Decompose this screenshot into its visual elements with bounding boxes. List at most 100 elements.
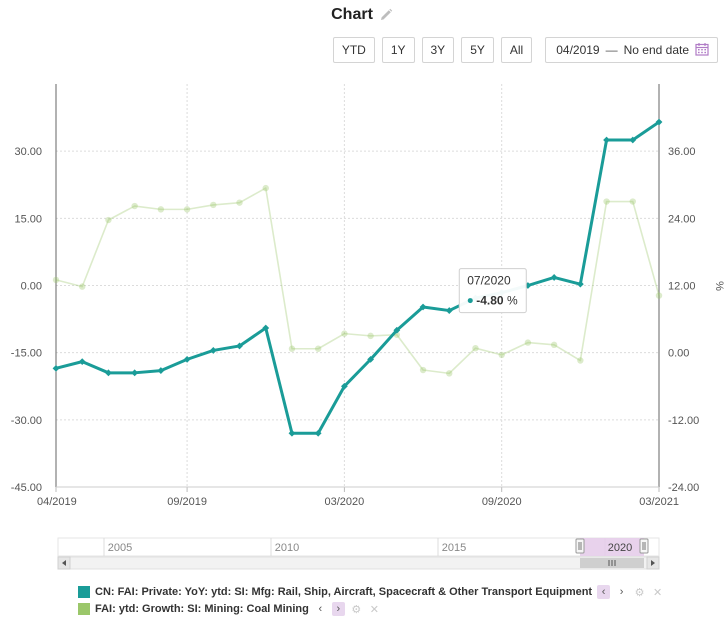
series-point-2 bbox=[79, 283, 86, 290]
x-tick-label: 09/2020 bbox=[482, 496, 522, 508]
legend-swatch-2 bbox=[78, 603, 90, 615]
y-left-tick-label: 30.00 bbox=[14, 146, 42, 158]
series-point-2 bbox=[341, 330, 348, 337]
series-point-2 bbox=[655, 292, 663, 299]
chart-title: Chart bbox=[331, 6, 373, 23]
series-point-1 bbox=[367, 355, 375, 363]
y-right-tick-label: -24.00 bbox=[668, 482, 699, 494]
series-point-1 bbox=[105, 369, 112, 377]
chevron-right-icon[interactable]: › bbox=[331, 602, 345, 616]
series-point-2 bbox=[288, 345, 296, 352]
series-point-2 bbox=[183, 206, 191, 213]
series-point-1 bbox=[236, 342, 243, 350]
tooltip-layer: 07/2020 -4.80 % bbox=[458, 268, 527, 314]
tooltip-marker bbox=[467, 298, 473, 304]
series-point-2 bbox=[577, 357, 584, 364]
series-point-2 bbox=[472, 344, 479, 352]
gear-icon[interactable]: ⚙ bbox=[634, 586, 645, 599]
series-point-1 bbox=[340, 382, 348, 390]
range-3y-button[interactable]: 3Y bbox=[421, 37, 455, 63]
series-layer bbox=[52, 118, 663, 437]
series-point-1 bbox=[655, 118, 663, 126]
navigator-label: 2020 bbox=[608, 542, 632, 554]
y-right-tick-label: 24.00 bbox=[668, 213, 696, 225]
y-right-axis-label: % bbox=[713, 281, 724, 291]
navigator-label: 2010 bbox=[275, 542, 299, 554]
legend-label-1: CN: FAI: Private: YoY: ytd: SI: Mfg: Rai… bbox=[95, 586, 593, 598]
tooltip-date: 07/2020 bbox=[467, 274, 511, 288]
navigator-handle bbox=[639, 538, 649, 554]
series-point-1 bbox=[550, 274, 558, 281]
scroll-right-arrow-icon bbox=[651, 560, 655, 566]
date-start: 04/2019 bbox=[556, 43, 600, 57]
tooltip-box bbox=[458, 268, 527, 314]
series-point-2 bbox=[210, 201, 217, 209]
series-point-1 bbox=[314, 429, 322, 437]
y-right-tick-label: 36.00 bbox=[668, 146, 696, 158]
series-point-1 bbox=[52, 364, 60, 372]
legend: CN: FAI: Private: YoY: ytd: SI: Mfg: Rai… bbox=[78, 584, 664, 618]
navigator-handle-box bbox=[639, 538, 649, 554]
tooltip: 07/2020 -4.80 % bbox=[458, 268, 527, 314]
range-all-button[interactable]: All bbox=[500, 37, 533, 63]
series-point-1 bbox=[629, 136, 637, 144]
x-tick-label: 03/2021 bbox=[639, 496, 679, 508]
calendar-icon[interactable] bbox=[695, 42, 709, 59]
series-point-2 bbox=[131, 202, 138, 210]
x-tick-label: 04/2019 bbox=[37, 496, 77, 508]
navigator-label: 2005 bbox=[108, 542, 132, 554]
y-right-tick-label: 12.00 bbox=[668, 281, 696, 293]
pencil-icon[interactable] bbox=[379, 8, 393, 22]
y-left-tick-label: 15.00 bbox=[14, 213, 42, 225]
series-line-1 bbox=[55, 120, 660, 435]
range-5y-button[interactable]: 5Y bbox=[461, 37, 494, 63]
x-tick-label: 09/2019 bbox=[167, 496, 207, 508]
series-point-1 bbox=[393, 326, 401, 334]
series-point-1 bbox=[78, 358, 86, 366]
series-point-2 bbox=[367, 332, 374, 340]
series-point-1 bbox=[288, 429, 296, 437]
range-ytd-button[interactable]: YTD bbox=[332, 37, 375, 63]
series-point-2 bbox=[629, 198, 636, 205]
chart-title-bar: Chart bbox=[0, 4, 724, 26]
close-icon[interactable]: ✕ bbox=[369, 603, 379, 616]
close-icon[interactable]: ✕ bbox=[653, 586, 663, 599]
series-point-2 bbox=[550, 341, 558, 349]
series-point-2 bbox=[524, 339, 532, 346]
date-range-picker[interactable]: 04/2019 — No end date bbox=[545, 37, 718, 63]
y-left-tick-label: -45.00 bbox=[11, 482, 42, 494]
chevron-left-icon[interactable]: ‹ bbox=[597, 585, 611, 599]
chevron-left-icon[interactable]: ‹ bbox=[318, 603, 323, 615]
line-chart[interactable]: 30.00 15.00 0.00 -15.00 -30.00 -45.00 36.00 24.… bbox=[0, 0, 724, 580]
series-line-2 bbox=[55, 187, 660, 375]
series-point-2 bbox=[419, 366, 427, 374]
series-point-2 bbox=[52, 276, 60, 284]
y-left-tick-label: -15.00 bbox=[11, 348, 42, 360]
series-point-2 bbox=[157, 206, 165, 213]
series-point-1 bbox=[157, 367, 165, 374]
series-point-2 bbox=[105, 216, 112, 224]
series-point-1 bbox=[419, 303, 427, 311]
range-1y-button[interactable]: 1Y bbox=[381, 37, 415, 63]
range-selector: YTD 1Y 3Y 5Y All 04/2019 — No end date bbox=[332, 37, 718, 63]
y-left-tick-label: 0.00 bbox=[21, 281, 42, 293]
legend-item-2[interactable]: FAI: ytd: Growth: SI: Mining: Coal Minin… bbox=[78, 601, 664, 617]
navigator-handle-box bbox=[575, 538, 585, 554]
gear-icon[interactable]: ⚙ bbox=[351, 603, 362, 616]
series-point-2 bbox=[262, 184, 269, 192]
legend-item-1[interactable]: CN: FAI: Private: YoY: ytd: SI: Mfg: Rai… bbox=[78, 584, 664, 600]
navigator-handle bbox=[575, 538, 585, 554]
series-point-1 bbox=[262, 324, 270, 332]
series-point-1 bbox=[603, 136, 610, 144]
date-separator: — bbox=[605, 43, 618, 57]
series-point-2 bbox=[236, 199, 243, 206]
chart-axes: 30.00 15.00 0.00 -15.00 -30.00 -45.00 36.00 24.… bbox=[11, 84, 724, 508]
chevron-right-icon[interactable]: › bbox=[619, 586, 624, 598]
scroll-left-arrow-icon bbox=[62, 560, 66, 566]
series-point-1 bbox=[131, 369, 139, 377]
series-point-1 bbox=[445, 307, 453, 314]
legend-label-2: FAI: ytd: Growth: SI: Mining: Coal Minin… bbox=[95, 603, 309, 615]
y-right-tick-label: 0.00 bbox=[668, 348, 689, 360]
navigator-scrollbar bbox=[57, 556, 660, 570]
x-tick-label: 03/2020 bbox=[325, 496, 365, 508]
